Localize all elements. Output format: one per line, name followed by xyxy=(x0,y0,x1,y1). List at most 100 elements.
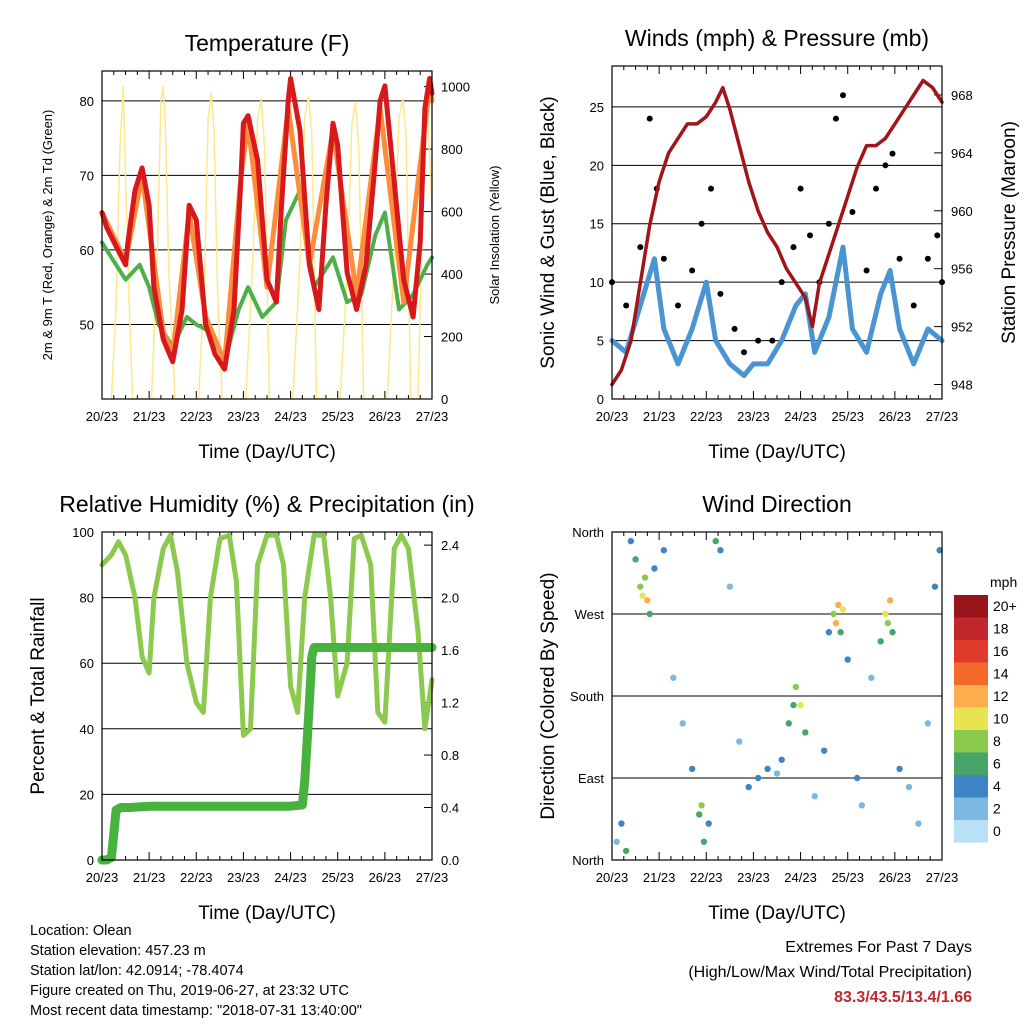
direction-point xyxy=(618,820,625,827)
legend-label: 2 xyxy=(993,801,1001,817)
direction-point xyxy=(639,592,646,599)
direction-point xyxy=(820,747,828,754)
direction-point xyxy=(700,838,708,845)
direction-point xyxy=(778,756,785,763)
gust-point xyxy=(863,267,870,274)
x-tick-label: 22/23 xyxy=(180,870,213,885)
y-axis-label: Sonic Wind & Gust (Blue, Black) xyxy=(538,96,559,368)
gust-point xyxy=(797,185,804,192)
gust-point xyxy=(637,244,644,251)
y-tick-label: 5 xyxy=(597,334,604,349)
legend-swatch xyxy=(954,595,988,618)
x-tick-label: 21/23 xyxy=(133,870,166,885)
x-tick-label: 27/23 xyxy=(926,409,959,424)
legend-swatch xyxy=(954,730,988,753)
x-tick-label: 27/23 xyxy=(416,409,449,424)
legend-label: 16 xyxy=(993,643,1009,659)
direction-point xyxy=(679,720,686,727)
direction-point xyxy=(915,820,922,827)
y2-tick-label: 960 xyxy=(951,204,973,219)
latlon-text: Station lat/lon: 42.0914; -78.4074 xyxy=(30,963,244,979)
y-tick-label: 20 xyxy=(80,787,94,802)
series-2m-temp xyxy=(99,76,435,372)
y2-tick-label: 964 xyxy=(951,146,973,161)
direction-point xyxy=(844,656,851,663)
x-tick-label: 23/23 xyxy=(737,409,770,424)
extremes-subtitle: (High/Low/Max Wind/Total Precipitation) xyxy=(688,964,972,981)
gust-point xyxy=(832,115,839,122)
y-tick-label: 60 xyxy=(80,243,94,258)
gust-point xyxy=(840,92,846,99)
panel-winds: Winds (mph) & Pressure (mb) Time (Day/UTC… xyxy=(538,25,1020,463)
y2-tick-label: 952 xyxy=(951,320,973,335)
direction-point xyxy=(896,765,903,773)
direction-point xyxy=(641,574,649,581)
chart-title: Wind Direction xyxy=(702,491,852,517)
direction-point xyxy=(830,610,837,618)
x-tick-label: 23/23 xyxy=(227,870,260,885)
legend-title: mph xyxy=(990,574,1017,590)
direction-point xyxy=(712,537,719,545)
location-text: Location: Olean xyxy=(30,923,132,939)
direction-point xyxy=(698,802,705,809)
panel-temperature: Temperature (F) Time (Day/UTC) 2m & 9m T (… xyxy=(40,30,502,463)
legend-label: 20+ xyxy=(993,598,1017,614)
direction-point xyxy=(884,619,891,627)
series-solar xyxy=(110,85,433,400)
y-tick-label: West xyxy=(575,607,605,622)
direction-point xyxy=(825,629,833,636)
gust-point xyxy=(731,325,738,332)
x-tick-label: 26/23 xyxy=(879,409,912,424)
direction-point xyxy=(858,802,866,809)
direction-point xyxy=(835,601,842,609)
y2-axis-label: Station Pressure (Maroon) xyxy=(999,121,1020,344)
y2-tick-label: 800 xyxy=(441,142,463,157)
x-tick-label: 25/23 xyxy=(321,870,354,885)
legend-swatch xyxy=(954,820,988,843)
y-tick-label: 100 xyxy=(72,525,94,540)
legend-swatch xyxy=(954,685,988,708)
x-tick-label: 25/23 xyxy=(831,409,864,424)
direction-point xyxy=(736,738,743,745)
legend-swatch xyxy=(954,775,988,798)
chart-title: Relative Humidity (%) & Precipitation (i… xyxy=(59,491,474,517)
y2-tick-label: 1.6 xyxy=(441,643,459,658)
y-tick-label: 60 xyxy=(80,656,94,671)
x-tick-label: 22/23 xyxy=(690,870,723,885)
legend-swatch xyxy=(954,662,988,685)
x-tick-label: 24/23 xyxy=(274,409,307,424)
gust-point xyxy=(646,115,653,122)
direction-point xyxy=(646,610,653,618)
created-text: Figure created on Thu, 2019-06-27, at 23… xyxy=(30,983,349,999)
direction-point xyxy=(811,793,818,800)
recent-timestamp-text: Most recent data timestamp: "2018-07-31 … xyxy=(30,1003,362,1019)
plot-frame xyxy=(611,531,943,861)
direction-point xyxy=(660,547,668,554)
direction-point xyxy=(931,583,939,590)
gust-point xyxy=(807,232,813,239)
x-axis-label: Time (Day/UTC) xyxy=(198,903,336,924)
direction-point xyxy=(877,638,884,645)
legend-swatch xyxy=(954,752,988,775)
plot-frame xyxy=(101,531,433,861)
y-tick-label: East xyxy=(578,771,604,786)
y2-tick-label: 600 xyxy=(441,205,463,220)
y2-tick-label: 0 xyxy=(441,392,448,407)
gust-point xyxy=(873,185,879,192)
y2-axis-label: Solar Insolation (Yellow) xyxy=(487,166,502,305)
direction-point xyxy=(886,597,894,604)
legend-label: 18 xyxy=(993,621,1009,637)
extremes-values: 83.3/43.5/13.4/1.66 xyxy=(834,989,972,1006)
y2-tick-label: 200 xyxy=(441,330,463,345)
plot-frame xyxy=(101,70,433,400)
gust-point xyxy=(755,337,762,344)
direction-point xyxy=(889,629,896,636)
gust-point xyxy=(717,290,724,297)
direction-point xyxy=(802,729,809,736)
x-tick-label: 21/23 xyxy=(643,870,676,885)
gust-point xyxy=(623,302,630,309)
legend-label: 12 xyxy=(993,688,1009,704)
gust-point xyxy=(896,255,903,262)
x-tick-label: 27/23 xyxy=(416,870,449,885)
direction-point xyxy=(790,701,797,709)
